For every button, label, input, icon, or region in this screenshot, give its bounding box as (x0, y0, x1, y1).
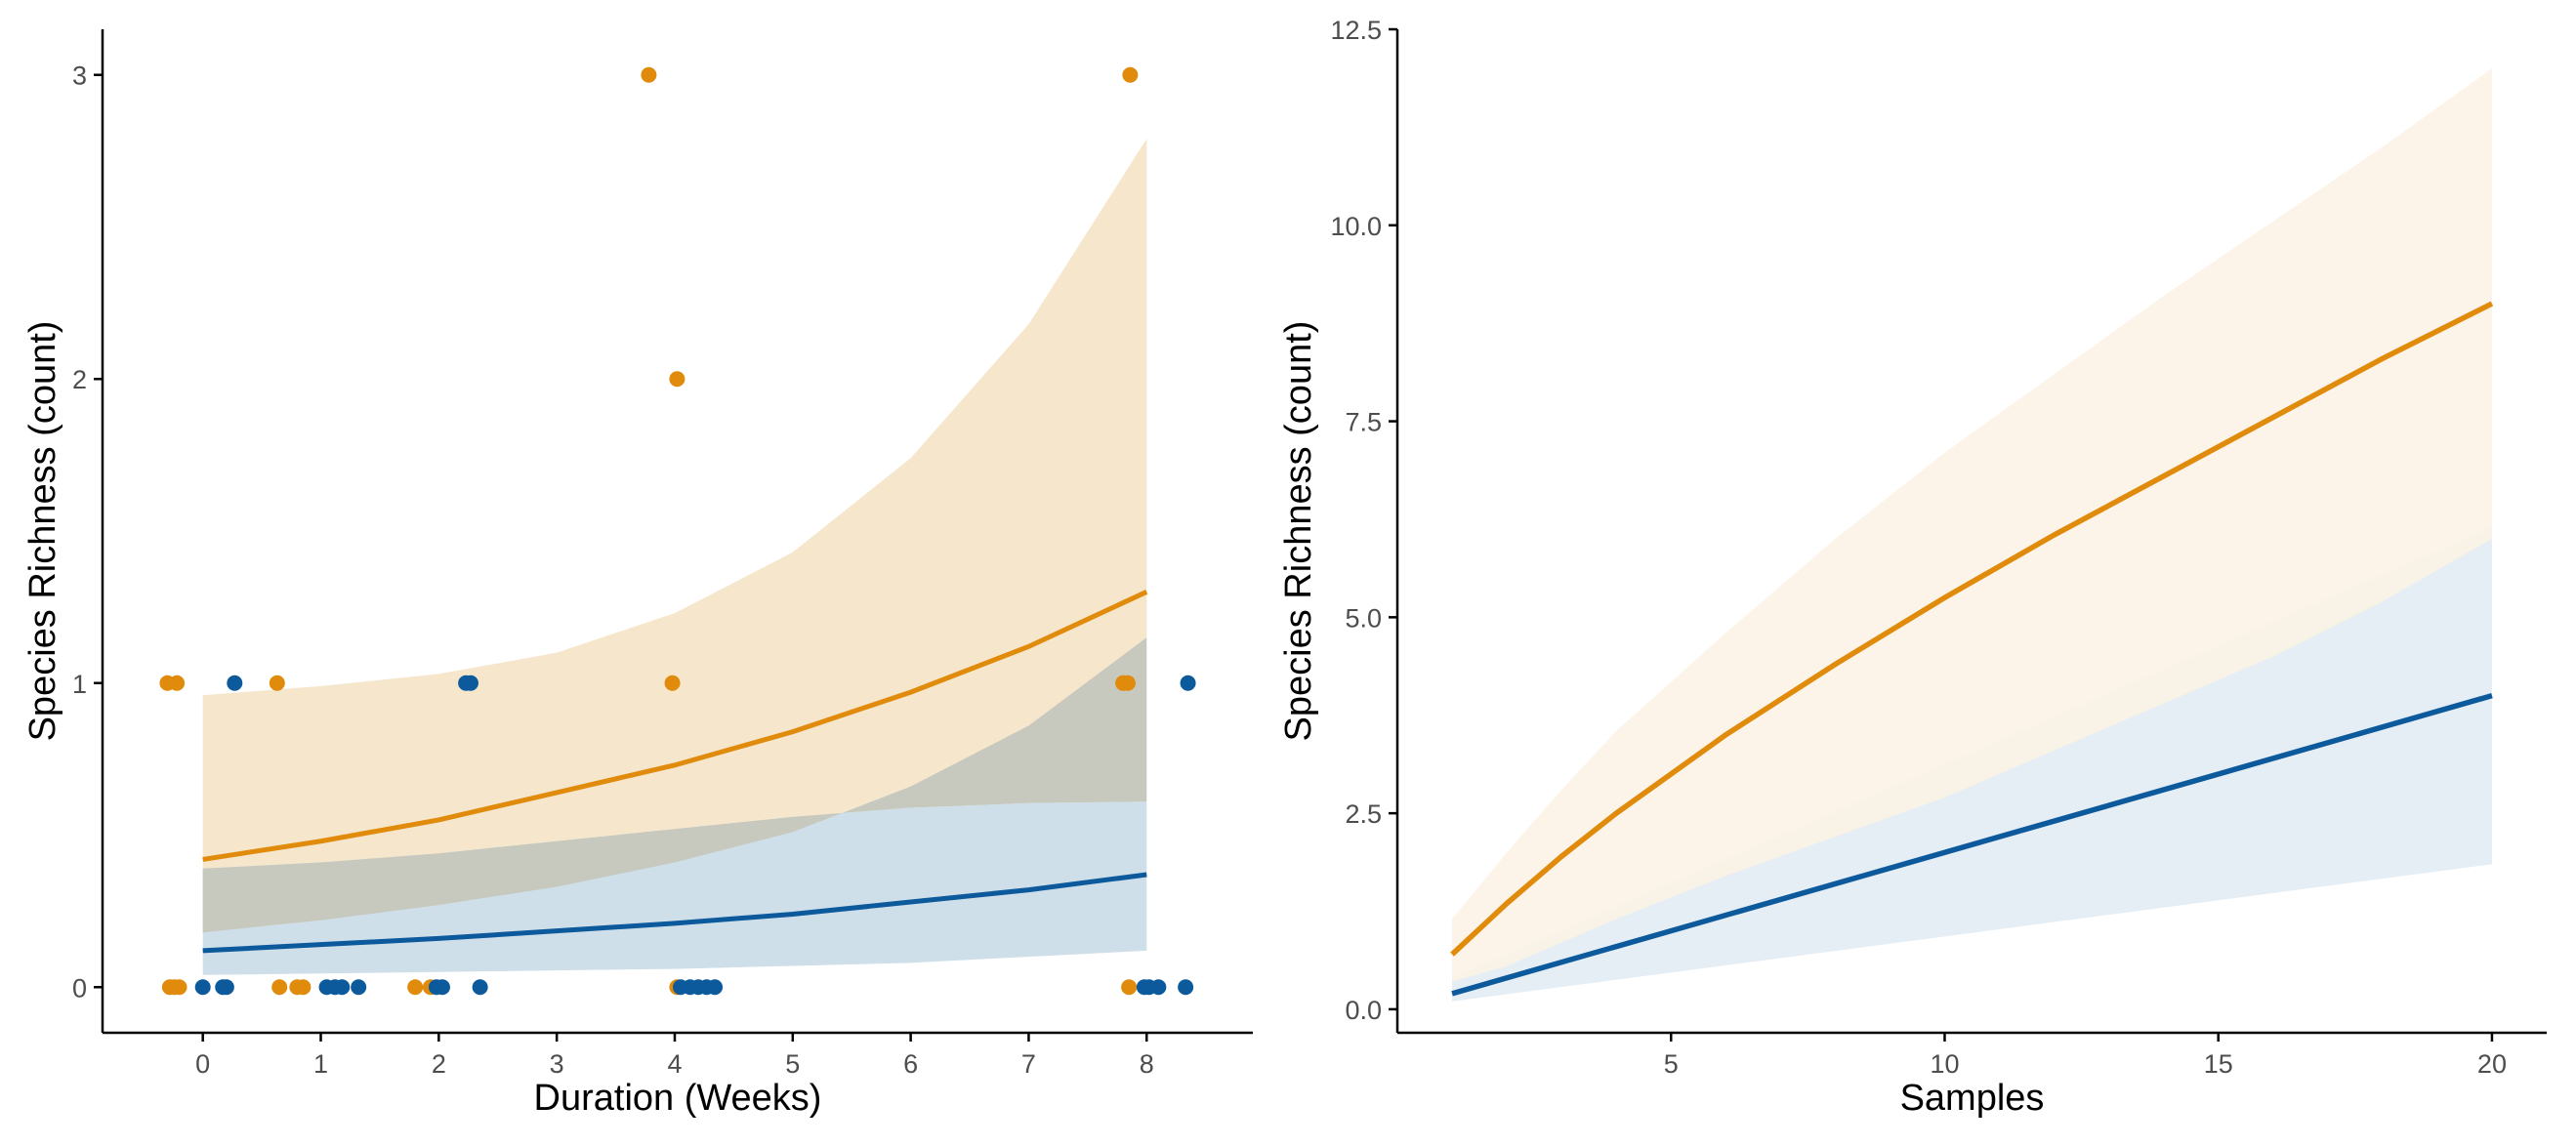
orange-data-point (271, 979, 288, 996)
orange-data-point (1122, 66, 1139, 83)
y-tick-label: 0 (72, 973, 87, 1003)
blue-data-point (472, 979, 488, 996)
blue-confidence-band (202, 801, 1147, 975)
orange-data-point (669, 371, 686, 388)
x-tick-label: 20 (2477, 1049, 2507, 1079)
x-tick-label: 8 (1140, 1049, 1154, 1079)
blue-fit-line (202, 872, 1147, 954)
x-axis-title: Samples (1900, 1078, 2045, 1119)
y-tick-label: 12.5 (1330, 16, 1382, 45)
blue-data-point (334, 979, 351, 996)
orange-line (1450, 301, 2494, 957)
orange-data-point (664, 675, 681, 691)
x-tick-label: 3 (550, 1049, 564, 1079)
y-tick-label: 10.0 (1330, 212, 1382, 241)
blue-data-point (1180, 675, 1196, 691)
orange-data-point (1121, 979, 1138, 996)
x-tick-label: 5 (785, 1049, 800, 1079)
orange-data-point (1119, 675, 1136, 691)
x-tick-label: 2 (432, 1049, 446, 1079)
y-tick-label: 3 (72, 61, 87, 91)
y-tick-label: 2 (72, 365, 87, 394)
y-tick-label: 2.5 (1345, 799, 1382, 829)
y-tick-label: 7.5 (1345, 408, 1382, 437)
x-tick-label: 4 (667, 1049, 682, 1079)
orange-fit-line (202, 590, 1148, 862)
band-overlap (202, 637, 1147, 933)
x-tick-label: 5 (1664, 1049, 1679, 1079)
blue-data-point (218, 979, 234, 996)
blue-data-point (462, 675, 478, 691)
orange-data-point (641, 66, 657, 83)
x-tick-label: 6 (903, 1049, 918, 1079)
x-tick-label: 7 (1021, 1049, 1036, 1079)
blue-data-point (351, 979, 367, 996)
orange-confidence-band (202, 139, 1147, 933)
x-tick-label: 10 (1930, 1049, 1959, 1079)
y-axis-title: Species Richness (count) (1278, 321, 1319, 742)
blue-data-point (1178, 979, 1194, 996)
right-panel: 5 10 15 20 0.0 2.5 5.0 7.5 10.0 12.5 Samples Specie… (1278, 16, 2547, 1119)
orange-data-point (295, 979, 312, 996)
orange-confidence-band (1452, 68, 2492, 982)
blue-data-point (194, 979, 211, 996)
x-axis-title: Duration (Weeks) (534, 1078, 822, 1119)
x-tick-label: 0 (195, 1049, 210, 1079)
blue-data-point (707, 979, 724, 996)
y-tick-label: 0.0 (1345, 996, 1382, 1025)
x-tick-label: 15 (2204, 1049, 2233, 1079)
blue-data-point (1150, 979, 1167, 996)
orange-data-point (171, 979, 187, 996)
y-tick-label: 1 (72, 670, 87, 699)
blue-data-point (434, 979, 450, 996)
blue-line (1451, 693, 2493, 997)
orange-data-point (269, 675, 285, 691)
y-axis-title: Species Richness (count) (22, 321, 63, 742)
y-tick-label: 5.0 (1345, 603, 1382, 633)
x-tick-label: 1 (313, 1049, 328, 1079)
blue-data-point (227, 675, 243, 691)
orange-data-point (169, 675, 186, 691)
orange-data-point (407, 979, 424, 996)
